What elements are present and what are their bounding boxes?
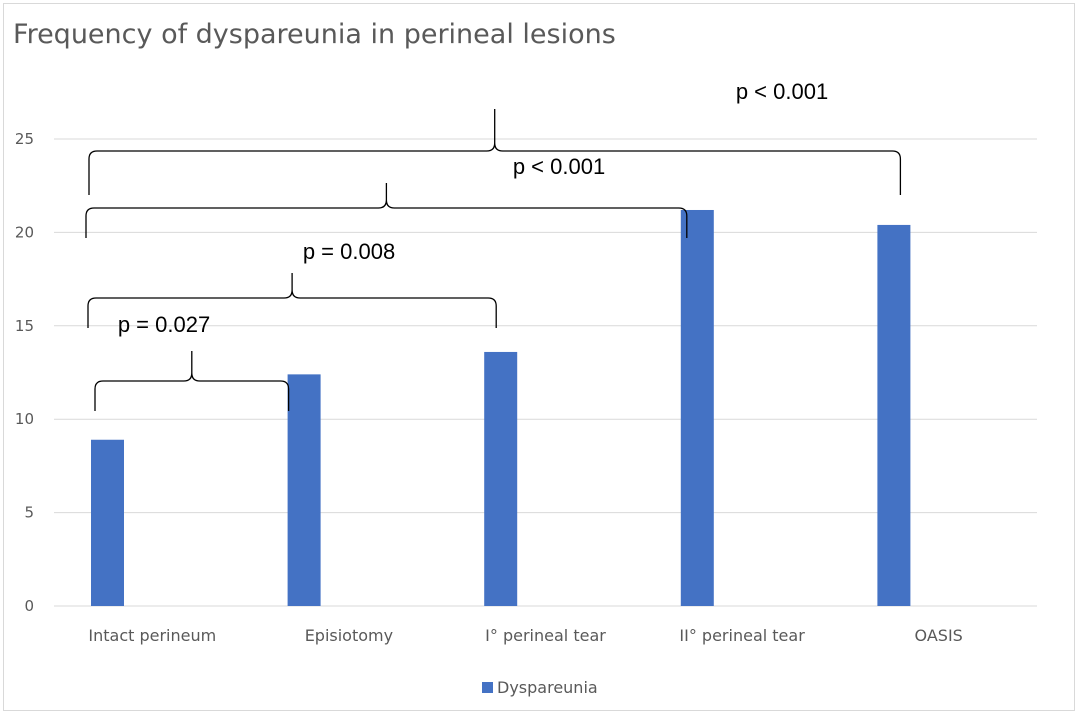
p-value-label: p = 0.027 — [118, 312, 210, 337]
legend-label-dyspareunia: Dyspareunia — [497, 678, 598, 697]
x-axis-categories: Intact perineum Episiotomy I° perineal tea… — [88, 626, 962, 645]
bar — [877, 224, 911, 607]
bar-chart: Frequency of dyspareunia in perineal les… — [13, 19, 1037, 697]
p-value-label: p = 0.008 — [303, 239, 395, 264]
significance-annotations: p = 0.027 p = 0.008 p < 0.001 p < 0.001 — [85, 79, 902, 411]
chart-frame: Frequency of dyspareunia in perineal les… — [3, 3, 1075, 711]
y-tick-label: 25 — [15, 130, 34, 148]
y-tick-label: 20 — [15, 223, 34, 241]
significance-brace — [85, 183, 688, 238]
bar — [287, 374, 321, 606]
x-tick-label: Intact perineum — [88, 626, 216, 645]
chart-title: Frequency of dyspareunia in perineal les… — [13, 19, 616, 50]
gridlines — [54, 138, 1037, 607]
bar — [91, 439, 124, 606]
y-axis-ticks: 0 5 10 15 20 25 — [15, 130, 34, 615]
significance-brace — [87, 273, 497, 328]
significance-brace — [88, 109, 902, 195]
y-tick-label: 5 — [24, 504, 34, 522]
y-tick-label: 10 — [15, 410, 34, 428]
p-value-label: p < 0.001 — [513, 154, 605, 179]
x-tick-label: OASIS — [915, 626, 963, 645]
x-tick-label: II° perineal tear — [679, 626, 805, 645]
legend: Dyspareunia — [482, 678, 598, 697]
legend-swatch-dyspareunia — [482, 682, 493, 693]
x-tick-label: I° perineal tear — [485, 626, 606, 645]
bar — [484, 351, 518, 606]
significance-brace — [94, 351, 290, 411]
p-value-label: p < 0.001 — [736, 79, 828, 104]
bars — [91, 209, 911, 607]
x-tick-label: Episiotomy — [305, 626, 393, 645]
bar — [680, 209, 714, 606]
y-tick-label: 15 — [15, 317, 34, 335]
y-tick-label: 0 — [24, 597, 34, 615]
